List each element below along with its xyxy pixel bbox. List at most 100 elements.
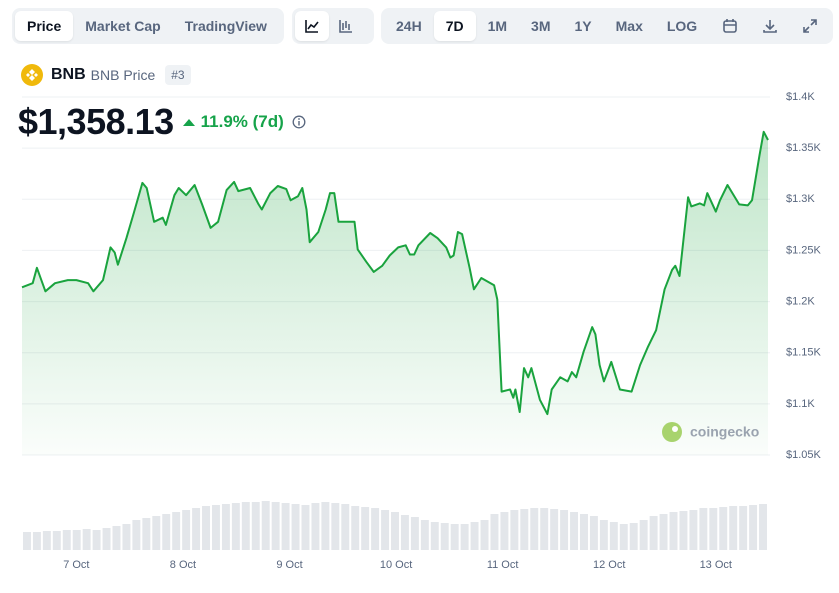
price-line	[21, 130, 769, 416]
y-tick-label: $1.35K	[786, 142, 822, 154]
calendar-icon	[723, 19, 738, 33]
view-switch: Price Market Cap TradingView	[12, 8, 284, 44]
volume-bar	[580, 514, 588, 550]
toolbar-button[interactable]: LOG	[666, 18, 698, 34]
y-tick-label: $1.1K	[786, 398, 815, 410]
x-tick-label: 12 Oct	[593, 559, 625, 571]
volume-bar	[550, 509, 559, 550]
watermark-text: coingecko	[690, 424, 759, 440]
volume-bar	[589, 516, 598, 550]
volume-bar	[122, 524, 131, 550]
toolbar-button[interactable]: Price	[15, 11, 74, 41]
toolbar-button[interactable]: 7D	[433, 11, 476, 41]
volume-bar	[500, 512, 509, 550]
volume-bar	[400, 515, 409, 550]
volume-bar	[450, 524, 459, 550]
y-tick-label: $1.4K	[786, 91, 815, 103]
volume-bar	[211, 505, 220, 550]
price-change: 11.9% (7d)	[200, 112, 284, 131]
volume-bar	[32, 532, 41, 550]
volume-bar	[102, 528, 111, 550]
info-icon[interactable]	[292, 115, 306, 129]
volume-bar	[381, 510, 390, 550]
area-fill	[22, 131, 768, 456]
toolbar-button[interactable]: Max	[615, 18, 643, 34]
volume-bar	[609, 522, 618, 550]
volume-bar	[391, 512, 399, 550]
volume-bar	[410, 517, 419, 550]
calendar-button[interactable]	[713, 11, 747, 41]
volume-bar	[192, 508, 201, 550]
volume-bar	[62, 530, 71, 550]
y-tick-label: $1.15K	[786, 347, 822, 359]
fullscreen-button[interactable]	[793, 11, 827, 41]
x-tick-label: 13 Oct	[700, 559, 732, 571]
volume-bar	[659, 514, 668, 550]
volume-bar	[649, 516, 658, 550]
volume-bar	[430, 522, 439, 550]
coin-name: BNB Price	[90, 67, 156, 83]
volume-bar	[351, 506, 360, 550]
volume-bar	[142, 518, 151, 550]
volume-bar	[699, 508, 708, 550]
x-tick-label: 8 Oct	[170, 559, 196, 571]
volume-bar	[231, 503, 240, 550]
range-switch: 24H 7D 1M 3M 1Y Max LOG	[381, 8, 833, 44]
price: $1,358.13	[18, 101, 174, 142]
line-icon	[305, 20, 319, 33]
volume-bar	[470, 522, 479, 550]
volume-bar	[182, 510, 191, 550]
volume-bar	[619, 524, 628, 550]
volume-bar	[530, 508, 539, 550]
volume-bar	[679, 511, 688, 550]
volume-bar	[709, 508, 718, 550]
volume-bar	[321, 502, 330, 550]
volume-bar	[271, 502, 280, 550]
up-arrow	[182, 119, 195, 126]
volume-bar	[52, 531, 61, 550]
y-tick-label: $1.05K	[786, 449, 822, 461]
volume-bar	[251, 502, 260, 550]
volume-bar	[490, 514, 499, 550]
volume-bar	[23, 532, 31, 550]
download-icon	[763, 20, 778, 33]
volume-bar	[221, 504, 230, 550]
y-tick-label: $1.3K	[786, 193, 815, 205]
volume-bar	[599, 520, 608, 550]
volume-bar	[739, 506, 748, 550]
volume-bar	[72, 530, 81, 550]
x-tick-label: 9 Oct	[276, 559, 302, 571]
volume-bar	[172, 512, 181, 550]
download-button[interactable]	[753, 11, 787, 41]
volume-bar	[689, 510, 698, 550]
x-tick-label: 7 Oct	[63, 559, 89, 571]
line-chart-button[interactable]	[295, 11, 329, 41]
volume-bar	[629, 523, 638, 550]
volume-bar	[92, 530, 101, 550]
volume-bar	[112, 526, 121, 550]
volume-bar	[162, 514, 171, 550]
volume-bar	[669, 512, 678, 550]
toolbar-button[interactable]: TradingView	[184, 18, 267, 34]
candle-chart-button[interactable]	[329, 11, 363, 41]
volume-bar	[281, 503, 290, 550]
toolbar-button[interactable]: 1Y	[574, 18, 592, 34]
y-tick-label: $1.25K	[786, 244, 822, 256]
toolbar-button[interactable]: Market Cap	[85, 18, 161, 34]
coin-logo	[21, 64, 43, 86]
volume-bar	[361, 507, 370, 550]
watermark: coingecko	[662, 422, 759, 442]
toolbar-button[interactable]: 24H	[396, 18, 422, 34]
toolbar-button[interactable]: 1M	[487, 18, 508, 34]
volume-bar	[331, 503, 340, 550]
x-tick-label: 10 Oct	[380, 559, 412, 571]
volume-bar	[132, 520, 141, 550]
toolbar-button[interactable]: 3M	[531, 18, 551, 34]
price-row: $1,358.13 11.9% (7d)	[18, 100, 306, 144]
volume-bar	[261, 501, 270, 550]
watermark-eye	[672, 426, 678, 432]
volume-bar	[42, 531, 51, 550]
volume-bar	[639, 520, 648, 550]
volume-bar	[301, 505, 310, 550]
coin-header: BNB BNB Price #3	[20, 63, 191, 87]
